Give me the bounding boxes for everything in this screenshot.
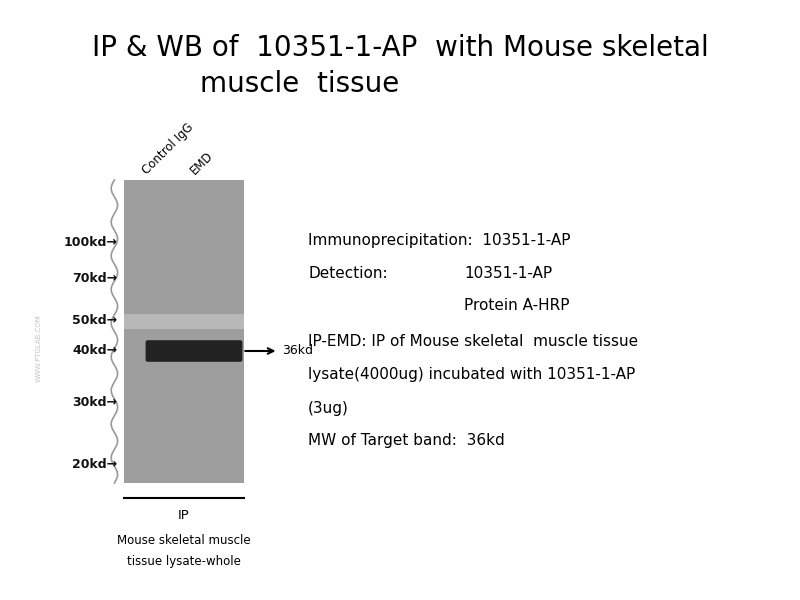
Text: (3ug): (3ug) (308, 401, 349, 415)
Text: IP: IP (178, 509, 190, 522)
Text: 36kd: 36kd (282, 344, 313, 358)
Text: 50kd→: 50kd→ (73, 314, 118, 328)
Text: 40kd→: 40kd→ (73, 344, 118, 358)
Bar (124, 313, 244, 329)
Text: 30kd→: 30kd→ (73, 395, 118, 409)
Text: MW of Target band:  36kd: MW of Target band: 36kd (308, 433, 505, 449)
Text: 20kd→: 20kd→ (73, 458, 118, 472)
Bar (124, 180, 244, 483)
FancyBboxPatch shape (146, 340, 242, 362)
Text: IP-EMD: IP of Mouse skeletal  muscle tissue: IP-EMD: IP of Mouse skeletal muscle tiss… (308, 335, 638, 349)
Text: Control IgG: Control IgG (140, 121, 196, 177)
Text: 70kd→: 70kd→ (73, 272, 118, 286)
Text: Immunoprecipitation:  10351-1-AP: Immunoprecipitation: 10351-1-AP (308, 232, 570, 247)
Text: Detection:: Detection: (308, 265, 388, 280)
Text: Mouse skeletal muscle: Mouse skeletal muscle (117, 534, 251, 547)
Text: tissue lysate-whole: tissue lysate-whole (127, 555, 241, 568)
Text: Protein A-HRP: Protein A-HRP (464, 298, 570, 313)
Text: IP & WB of  10351-1-AP  with Mouse skeletal: IP & WB of 10351-1-AP with Mouse skeleta… (92, 34, 708, 62)
Text: muscle  tissue: muscle tissue (200, 70, 400, 98)
Text: EMD: EMD (188, 149, 216, 177)
Text: WWW.PTGLAB.COM: WWW.PTGLAB.COM (35, 314, 42, 382)
Text: 10351-1-AP: 10351-1-AP (464, 265, 552, 280)
Text: 100kd→: 100kd→ (64, 236, 118, 250)
Text: lysate(4000ug) incubated with 10351-1-AP: lysate(4000ug) incubated with 10351-1-AP (308, 367, 635, 383)
